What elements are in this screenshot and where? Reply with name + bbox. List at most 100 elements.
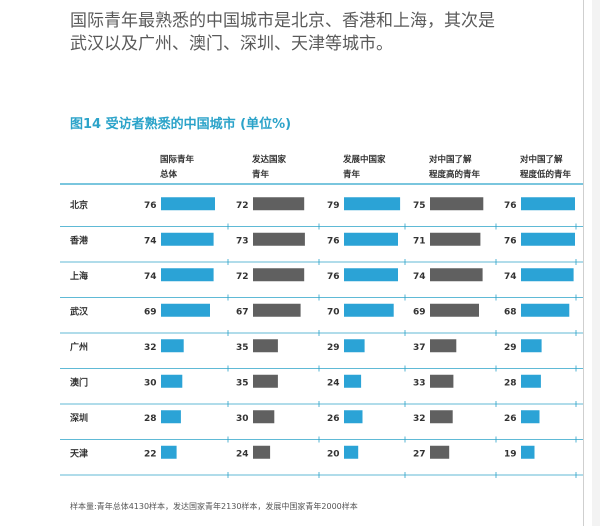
category-label-5: 澳门 [70, 376, 88, 388]
category-label-2: 上海 [70, 270, 88, 282]
bar-2-4 [344, 339, 365, 353]
bar-0-4 [161, 339, 184, 353]
bar-0-3 [161, 303, 210, 317]
bar-4-1 [521, 232, 575, 246]
bar-1-5 [253, 374, 278, 388]
intro-line-1: 国际青年最熟悉的中国城市是北京、香港和上海，其次是 [70, 11, 495, 31]
bar-1-4 [253, 339, 278, 353]
value-label-1-6: 30 [236, 414, 249, 424]
value-label-3-5: 33 [413, 378, 426, 388]
value-label-2-3: 70 [327, 307, 340, 317]
bar-0-7 [161, 445, 177, 459]
category-label-0: 北京 [70, 199, 88, 211]
series-header-1-line-0: 发达国家 [251, 154, 287, 165]
bar-1-1 [253, 232, 305, 246]
bar-3-7 [430, 445, 450, 459]
category-label-1: 香港 [69, 234, 89, 246]
bar-2-5 [344, 374, 362, 388]
bar-4-0 [521, 197, 575, 211]
value-label-2-0: 79 [327, 201, 340, 211]
bar-2-6 [344, 410, 363, 424]
series-header-2-line-0: 发展中国家 [342, 154, 386, 165]
bar-1-6 [253, 410, 275, 424]
bar-1-7 [253, 445, 271, 459]
bar-2-1 [344, 232, 398, 246]
value-label-2-2: 76 [327, 272, 340, 282]
sample-size-note: 样本量:青年总体4130样本，发达国家青年2130样本，发展中国家青年2000样… [70, 502, 358, 511]
series-header-1-line-1: 青年 [252, 169, 270, 180]
value-label-1-7: 24 [236, 449, 249, 459]
value-label-3-4: 37 [413, 343, 426, 353]
bar-3-6 [430, 410, 453, 424]
value-label-3-7: 27 [413, 449, 426, 459]
figure-title: 图14 受访者熟悉的中国城市 (单位%) [70, 117, 292, 132]
bar-0-6 [161, 410, 181, 424]
series-header-2-line-1: 青年 [343, 169, 361, 180]
value-label-4-2: 74 [504, 272, 517, 282]
series-header-0-line-0: 国际青年 [160, 154, 195, 165]
value-label-0-2: 74 [144, 272, 157, 282]
value-label-2-6: 26 [327, 414, 340, 424]
value-label-0-1: 74 [144, 236, 157, 246]
category-label-4: 广州 [70, 341, 88, 353]
series-header-4-line-0: 对中国了解 [520, 154, 563, 165]
bar-0-2 [161, 268, 214, 282]
value-label-3-1: 71 [413, 236, 426, 246]
bar-3-2 [430, 268, 483, 282]
value-label-0-4: 32 [144, 343, 157, 353]
value-label-0-7: 22 [144, 449, 157, 459]
value-label-4-6: 26 [504, 414, 517, 424]
value-label-3-3: 69 [413, 307, 426, 317]
bar-1-3 [253, 303, 301, 317]
bar-2-7 [344, 445, 359, 459]
series-header-3-line-0: 对中国了解 [429, 154, 472, 165]
bar-3-0 [430, 197, 484, 211]
bar-0-0 [161, 197, 215, 211]
value-label-4-5: 28 [504, 378, 517, 388]
bar-3-1 [430, 232, 481, 246]
bar-3-5 [430, 374, 454, 388]
value-label-1-4: 35 [236, 343, 249, 353]
value-label-4-7: 19 [504, 449, 517, 459]
value-label-1-1: 73 [236, 236, 249, 246]
value-label-2-5: 24 [327, 378, 340, 388]
value-label-0-0: 76 [144, 201, 157, 211]
value-label-4-0: 76 [504, 201, 517, 211]
value-label-0-3: 69 [144, 307, 157, 317]
category-label-7: 天津 [70, 447, 88, 459]
value-label-0-6: 28 [144, 414, 157, 424]
bar-4-3 [521, 303, 570, 317]
bar-2-3 [344, 303, 394, 317]
bar-4-6 [521, 410, 540, 424]
category-label-3: 武汉 [70, 305, 89, 317]
bar-4-5 [521, 374, 541, 388]
value-label-0-5: 30 [144, 378, 157, 388]
bar-4-4 [521, 339, 542, 353]
bar-1-2 [253, 268, 305, 282]
scrollbar-track[interactable] [592, 0, 600, 526]
bar-2-2 [344, 268, 398, 282]
bar-3-3 [430, 303, 479, 317]
category-label-6: 深圳 [70, 412, 88, 424]
bar-0-1 [161, 232, 214, 246]
value-label-3-6: 32 [413, 414, 426, 424]
value-label-2-1: 76 [327, 236, 340, 246]
bar-4-2 [521, 268, 574, 282]
bar-chart-grid: 国际青年总体发达国家青年发展中国家青年对中国了解程度高的青年对中国了解程度低的青… [60, 154, 584, 478]
value-label-4-1: 76 [504, 236, 517, 246]
value-label-1-3: 67 [236, 307, 249, 317]
value-label-4-3: 68 [504, 307, 517, 317]
value-label-2-4: 29 [327, 343, 340, 353]
page-edge-divider [583, 0, 584, 526]
value-label-1-5: 35 [236, 378, 249, 388]
value-label-3-0: 75 [413, 201, 426, 211]
bar-3-4 [430, 339, 457, 353]
value-label-3-2: 74 [413, 272, 426, 282]
bar-1-0 [253, 197, 305, 211]
series-header-4-line-1: 程度低的青年 [520, 169, 572, 180]
bar-2-0 [344, 197, 401, 211]
intro-paragraph: 国际青年最熟悉的中国城市是北京、香港和上海，其次是 武汉以及广州、澳门、深圳、天… [70, 10, 570, 56]
value-label-1-0: 72 [236, 201, 249, 211]
value-label-2-7: 20 [327, 449, 340, 459]
value-label-4-4: 29 [504, 343, 517, 353]
